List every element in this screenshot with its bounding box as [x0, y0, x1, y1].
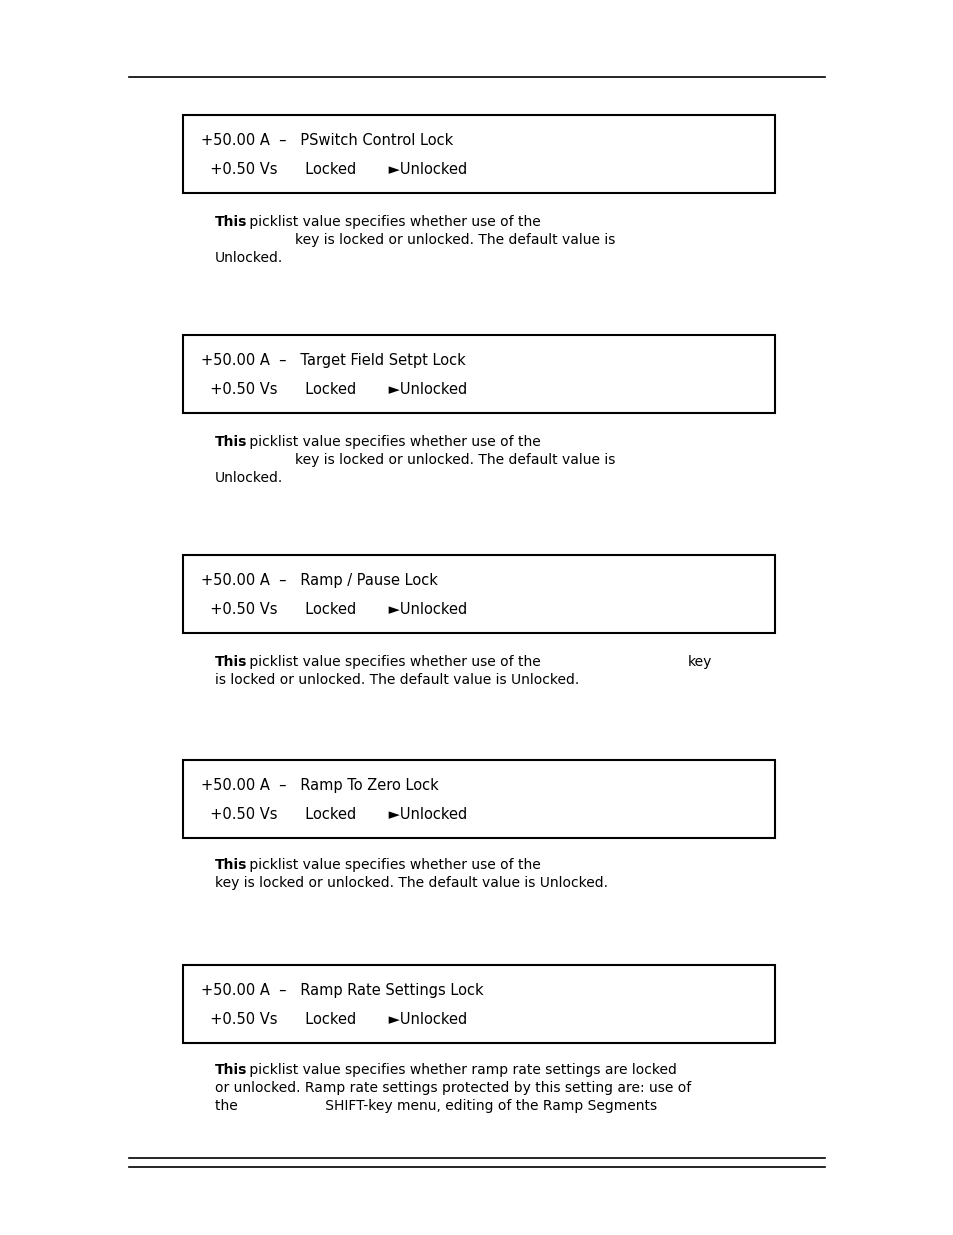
Text: is locked or unlocked. The default value is Unlocked.: is locked or unlocked. The default value…	[214, 673, 578, 687]
Bar	[183, 760, 774, 839]
Text: picklist value specifies whether use of the: picklist value specifies whether use of …	[245, 858, 540, 872]
Text: +0.50 Vs      Locked       ►Unlocked: +0.50 Vs Locked ►Unlocked	[201, 1013, 467, 1028]
Text: This: This	[214, 655, 247, 669]
Text: This: This	[214, 858, 247, 872]
Text: picklist value specifies whether use of the: picklist value specifies whether use of …	[245, 435, 540, 450]
Text: Unlocked.: Unlocked.	[214, 251, 283, 266]
Text: This: This	[214, 1063, 247, 1077]
Text: +50.00 A  –   Ramp Rate Settings Lock: +50.00 A – Ramp Rate Settings Lock	[201, 983, 483, 998]
Text: +0.50 Vs      Locked       ►Unlocked: +0.50 Vs Locked ►Unlocked	[201, 382, 467, 398]
Text: Unlocked.: Unlocked.	[214, 471, 283, 485]
Text: +50.00 A  –   Ramp / Pause Lock: +50.00 A – Ramp / Pause Lock	[201, 573, 437, 588]
Text: +0.50 Vs      Locked       ►Unlocked: +0.50 Vs Locked ►Unlocked	[201, 808, 467, 823]
Text: This: This	[214, 215, 247, 228]
Text: or unlocked. Ramp rate settings protected by this setting are: use of: or unlocked. Ramp rate settings protecte…	[214, 1081, 691, 1095]
Bar	[183, 115, 774, 193]
Text: key is locked or unlocked. The default value is: key is locked or unlocked. The default v…	[294, 453, 615, 467]
Text: picklist value specifies whether ramp rate settings are locked: picklist value specifies whether ramp ra…	[245, 1063, 677, 1077]
Text: +0.50 Vs      Locked       ►Unlocked: +0.50 Vs Locked ►Unlocked	[201, 603, 467, 618]
Text: +0.50 Vs      Locked       ►Unlocked: +0.50 Vs Locked ►Unlocked	[201, 162, 467, 177]
Text: +50.00 A  –   PSwitch Control Lock: +50.00 A – PSwitch Control Lock	[201, 133, 453, 148]
Bar	[183, 555, 774, 634]
Text: key is locked or unlocked. The default value is Unlocked.: key is locked or unlocked. The default v…	[214, 876, 607, 890]
Text: key is locked or unlocked. The default value is: key is locked or unlocked. The default v…	[294, 233, 615, 247]
Text: picklist value specifies whether use of the: picklist value specifies whether use of …	[245, 655, 540, 669]
Text: picklist value specifies whether use of the: picklist value specifies whether use of …	[245, 215, 540, 228]
Text: This: This	[214, 435, 247, 450]
Bar	[183, 965, 774, 1044]
Bar	[183, 335, 774, 412]
Text: the                    SHIFT-key menu, editing of the Ramp Segments: the SHIFT-key menu, editing of the Ramp …	[214, 1099, 657, 1113]
Text: +50.00 A  –   Target Field Setpt Lock: +50.00 A – Target Field Setpt Lock	[201, 353, 465, 368]
Text: key: key	[687, 655, 712, 669]
Text: +50.00 A  –   Ramp To Zero Lock: +50.00 A – Ramp To Zero Lock	[201, 778, 438, 793]
